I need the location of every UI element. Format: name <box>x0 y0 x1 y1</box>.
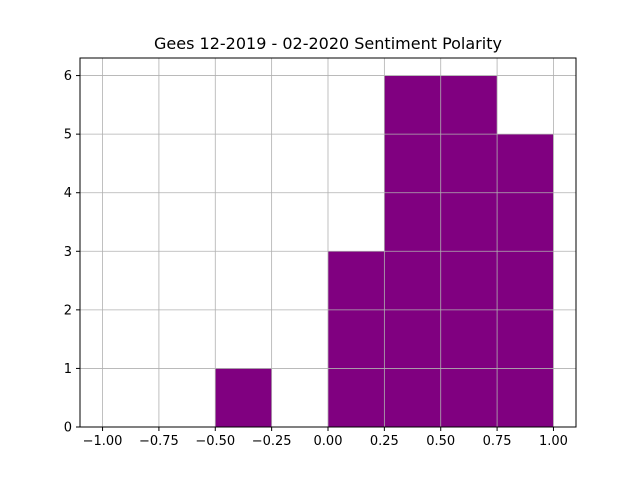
x-tick-label: 0.25 <box>370 434 399 449</box>
y-tick-label: 2 <box>64 303 72 318</box>
y-tick-label: 4 <box>64 186 72 201</box>
x-tick-label: 0.50 <box>426 434 455 449</box>
x-tick-label: 0.75 <box>483 434 512 449</box>
x-tick-label: −0.25 <box>252 434 292 449</box>
x-tick-label: 0.00 <box>314 434 343 449</box>
y-tick-label: 5 <box>64 128 72 143</box>
chart-title: Gees 12-2019 - 02-2020 Sentiment Polarit… <box>154 34 502 53</box>
y-tick-label: 1 <box>64 362 72 377</box>
x-tick-label: −0.50 <box>195 434 235 449</box>
histogram-bar <box>497 134 554 427</box>
histogram-bar <box>215 368 272 427</box>
y-tick-label: 0 <box>64 421 72 436</box>
x-tick-label: −0.75 <box>139 434 179 449</box>
x-tick-label: 1.00 <box>539 434 568 449</box>
plot-area: −1.00 −0.75 −0.50 −0.25 0.00 0.25 0.50 0.75 1.00… <box>64 57 577 449</box>
histogram-bar <box>328 251 385 427</box>
x-tick-label: −1.00 <box>83 434 123 449</box>
y-tick-label: 3 <box>64 245 72 260</box>
y-tick-label: 6 <box>64 69 72 84</box>
